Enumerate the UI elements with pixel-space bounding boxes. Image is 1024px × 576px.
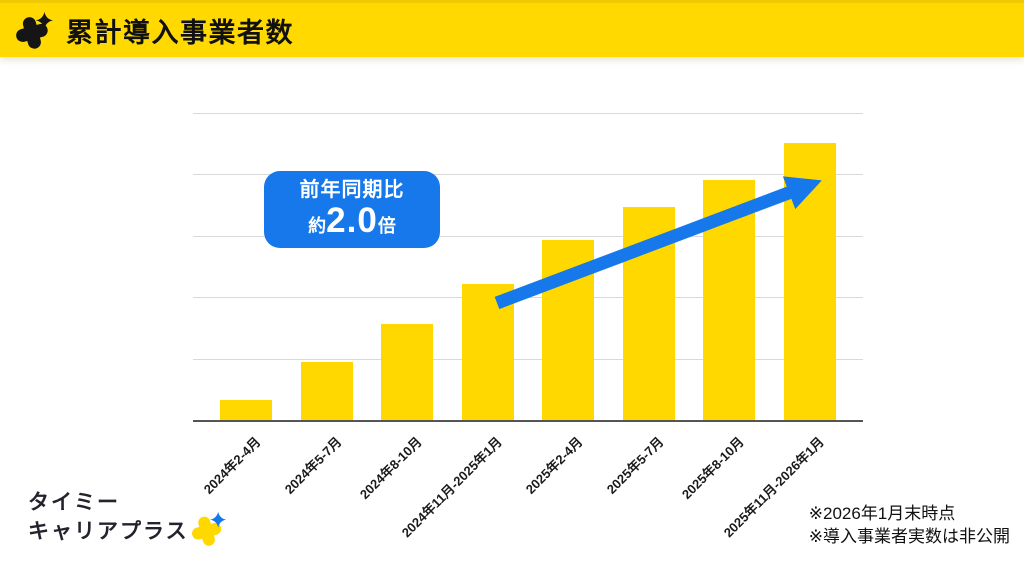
bar (622, 207, 675, 420)
x-axis-label: 2025年8-10月 (678, 434, 747, 502)
footnote-undisclosed: ※導入事業者実数は非公開 (808, 526, 1010, 546)
x-axis-label: 2025年5-7月 (603, 434, 667, 497)
brand-logo: タイミー キャリアプラス (28, 489, 227, 547)
bar (381, 324, 433, 420)
x-axis-label: 2024年5-7月 (281, 434, 345, 497)
annotation-suffix: 倍 (377, 215, 396, 236)
footnote-asof-date: ※2026年1月末時点 (808, 504, 956, 523)
brand-logo-line1: タイミー (28, 491, 120, 514)
brand-clover-sparkle-color-icon (191, 511, 226, 547)
x-axis-label: 2025年2-4月 (522, 434, 586, 497)
brand-clover-sparkle-icon (16, 11, 54, 49)
gridline (193, 113, 863, 114)
bar (300, 362, 353, 420)
gridline (193, 174, 863, 176)
annotation-value: 2.0 (326, 200, 378, 240)
footnotes: ※2026年1月末時点 ※導入事業者実数は非公開 (809, 503, 1010, 549)
bar (542, 240, 594, 420)
brand-logo-line2: キャリアプラス (28, 520, 189, 544)
gridline (193, 297, 863, 299)
bar (703, 180, 755, 420)
bar (220, 400, 272, 420)
page-title: 累計導入事業者数 (66, 17, 294, 48)
bar-chart: 2024年2-4月 2024年5-7月 2024年8-10月 2024年11月-202… (193, 113, 863, 540)
annotation-label: 前年同期比 (299, 178, 405, 201)
bar (461, 284, 514, 420)
x-axis-label: 2024年2-4月 (200, 434, 264, 497)
x-axis-label: 2024年8-10月 (356, 434, 425, 502)
annotation-value-row: 約 2.0 倍 (308, 200, 396, 241)
gridline (193, 358, 863, 360)
header: 累計導入事業者数 (0, 0, 1024, 57)
bar (783, 143, 836, 420)
growth-annotation-badge: 前年同期比 約 2.0 倍 (264, 171, 440, 248)
annotation-prefix: 約 (308, 215, 327, 236)
